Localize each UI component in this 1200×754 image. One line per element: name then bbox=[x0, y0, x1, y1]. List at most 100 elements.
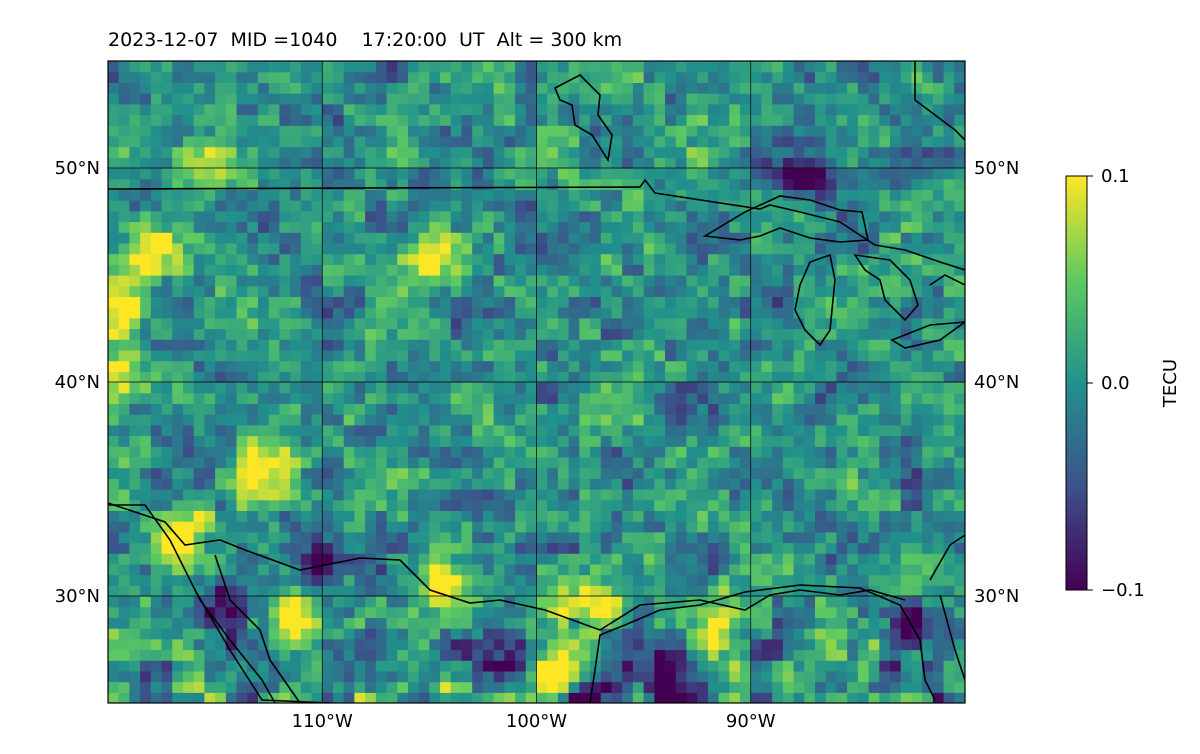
heatmap-cell bbox=[257, 638, 270, 651]
heatmap-cell bbox=[300, 435, 313, 447]
heatmap-cell bbox=[761, 178, 773, 190]
heatmap-cell bbox=[622, 103, 634, 116]
heatmap-cell bbox=[922, 317, 934, 330]
heatmap-cell bbox=[450, 596, 463, 608]
heatmap-cell bbox=[761, 232, 773, 244]
heatmap-cell bbox=[911, 499, 923, 511]
heatmap-cell bbox=[879, 596, 891, 608]
heatmap-cell bbox=[429, 424, 441, 437]
heatmap-cell bbox=[332, 328, 345, 340]
heatmap-cell bbox=[879, 200, 891, 212]
heatmap-cell bbox=[707, 392, 720, 404]
heatmap-cell bbox=[579, 446, 591, 458]
heatmap-cell bbox=[140, 617, 152, 629]
heatmap-cell bbox=[161, 125, 173, 137]
heatmap-cell bbox=[643, 638, 655, 651]
heatmap-cell bbox=[632, 168, 645, 180]
heatmap-cell bbox=[600, 446, 613, 458]
heatmap-cell bbox=[761, 456, 773, 469]
heatmap-cell bbox=[740, 253, 752, 265]
heatmap-cell bbox=[268, 456, 280, 469]
heatmap-cell bbox=[890, 574, 902, 586]
heatmap-cell bbox=[311, 307, 323, 319]
heatmap-cell bbox=[782, 242, 795, 255]
heatmap-cell bbox=[290, 435, 302, 447]
heatmap-cell bbox=[343, 82, 355, 94]
heatmap-cell bbox=[590, 553, 602, 565]
heatmap-cell bbox=[750, 61, 763, 73]
heatmap-cell bbox=[675, 435, 688, 447]
heatmap-cell bbox=[815, 606, 827, 618]
heatmap-cell bbox=[225, 617, 238, 629]
heatmap-cell bbox=[847, 638, 859, 651]
heatmap-cell bbox=[761, 670, 773, 683]
heatmap-cell bbox=[332, 681, 345, 693]
heatmap-cell bbox=[290, 382, 302, 394]
heatmap-cell bbox=[161, 510, 173, 522]
heatmap-cell bbox=[611, 638, 623, 651]
heatmap-cell bbox=[482, 403, 495, 415]
heatmap-cell bbox=[729, 382, 741, 394]
heatmap-cell bbox=[654, 499, 666, 511]
heatmap-cell bbox=[290, 478, 302, 490]
heatmap-cell bbox=[932, 157, 945, 169]
heatmap-cell bbox=[279, 638, 291, 651]
heatmap-cell bbox=[740, 93, 752, 105]
heatmap-cell bbox=[365, 285, 377, 297]
heatmap-cell bbox=[247, 446, 259, 458]
heatmap-cell bbox=[761, 242, 773, 255]
heatmap-cell bbox=[729, 489, 741, 501]
heatmap-cell bbox=[129, 242, 141, 255]
heatmap-cell bbox=[590, 585, 602, 597]
heatmap-cell bbox=[665, 681, 677, 693]
heatmap-cell bbox=[750, 553, 763, 565]
heatmap-cell bbox=[461, 157, 473, 169]
heatmap-cell bbox=[493, 339, 505, 351]
heatmap-cell bbox=[354, 71, 366, 83]
heatmap-cell bbox=[740, 168, 752, 180]
heatmap-cell bbox=[686, 285, 698, 297]
heatmap-cell bbox=[954, 146, 965, 158]
heatmap-cell bbox=[493, 328, 505, 340]
heatmap-cell bbox=[547, 681, 559, 693]
heatmap-cell bbox=[922, 210, 934, 223]
heatmap-cell bbox=[847, 596, 859, 608]
heatmap-cell bbox=[504, 478, 516, 490]
heatmap-cell bbox=[300, 93, 313, 105]
heatmap-cell bbox=[665, 61, 677, 73]
heatmap-cell bbox=[707, 435, 720, 447]
heatmap-cell bbox=[450, 360, 463, 372]
heatmap-cell bbox=[697, 307, 709, 319]
heatmap-cell bbox=[397, 360, 409, 372]
heatmap-cell bbox=[365, 382, 377, 394]
heatmap-cell bbox=[590, 606, 602, 618]
heatmap-cell bbox=[140, 553, 152, 565]
heatmap-cell bbox=[868, 403, 880, 415]
heatmap-cell bbox=[150, 285, 163, 297]
heatmap-cell bbox=[600, 114, 613, 126]
heatmap-cell bbox=[740, 414, 752, 426]
heatmap-cell bbox=[665, 157, 677, 169]
heatmap-cell bbox=[857, 489, 870, 501]
heatmap-cell bbox=[418, 660, 430, 672]
heatmap-cell bbox=[772, 660, 784, 672]
heatmap-cell bbox=[557, 317, 570, 330]
heatmap-cell bbox=[108, 414, 120, 426]
heatmap-cell bbox=[493, 478, 505, 490]
heatmap-cell bbox=[343, 628, 355, 640]
heatmap-cell bbox=[954, 392, 965, 404]
heatmap-cell bbox=[472, 382, 484, 394]
heatmap-cell bbox=[686, 435, 698, 447]
heatmap-cell bbox=[461, 553, 473, 565]
heatmap-cell bbox=[397, 135, 409, 148]
heatmap-cell bbox=[322, 221, 334, 233]
heatmap-cell bbox=[493, 692, 505, 703]
heatmap-cell bbox=[397, 574, 409, 586]
heatmap-cell bbox=[911, 93, 923, 105]
heatmap-cell bbox=[932, 264, 945, 276]
heatmap-cell bbox=[493, 531, 505, 544]
heatmap-cell bbox=[868, 125, 880, 137]
heatmap-cell bbox=[172, 349, 184, 362]
heatmap-cell bbox=[793, 542, 805, 554]
heatmap-cell bbox=[247, 253, 259, 265]
